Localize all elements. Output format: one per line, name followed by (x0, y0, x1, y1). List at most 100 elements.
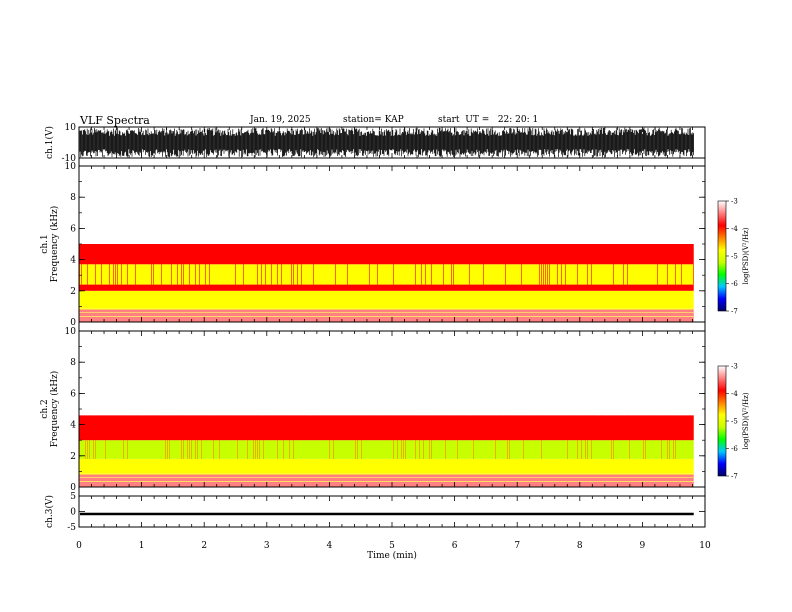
ch1-colorbar (717, 200, 727, 312)
spectrogram-streak (681, 264, 682, 285)
y-tick-label: 8 (70, 193, 76, 203)
y-tick-label: 4 (70, 256, 76, 266)
y-tick-label: 2 (70, 287, 76, 297)
y-tick-label: 10 (65, 162, 77, 172)
spectrogram-streak (473, 440, 474, 459)
colorbar-tick-label: -6 (731, 445, 738, 453)
spectrogram-streak (135, 264, 136, 285)
spectrogram-streak (415, 264, 416, 285)
spectrogram-streak (393, 264, 394, 285)
spectrogram-streak (369, 264, 370, 285)
spectrogram-streak (263, 440, 264, 459)
spectrogram-streak (151, 264, 152, 285)
spectrogram-streak (153, 264, 154, 285)
ch1-waveform-trace (79, 127, 694, 158)
spectrogram-streak (567, 440, 568, 459)
spectrogram-streak (81, 264, 82, 285)
spectrogram-streak (661, 440, 662, 459)
spectrogram-streak (271, 264, 272, 285)
spectrogram-streak (419, 440, 420, 459)
spectrogram-streak (675, 440, 676, 459)
spectrogram-streak (235, 264, 236, 285)
spectrogram-streak (247, 440, 248, 459)
spectrogram-streak (93, 440, 94, 459)
y-tick-label: -10 (62, 154, 77, 164)
spectrogram-streak (289, 440, 290, 459)
spectrogram-streak (669, 440, 670, 459)
spectrogram-streak (181, 440, 182, 459)
spectrogram-streak (191, 440, 192, 459)
colorbar-tick-label: -3 (731, 363, 738, 371)
spectrogram-streak (425, 264, 426, 285)
spectrogram-streak (105, 440, 106, 459)
spectrogram-band (79, 458, 694, 475)
x-tick-label: 5 (389, 541, 395, 551)
chart-title: VLF Spectra (80, 114, 150, 127)
spectrogram-streak (277, 440, 278, 459)
spectrogram-streak (199, 264, 200, 285)
spectrogram-streak (291, 264, 292, 285)
spectrogram-band (79, 284, 694, 291)
spectrogram-streak (187, 440, 188, 459)
spectrogram-streak (361, 440, 362, 459)
spectrogram-streak (237, 440, 238, 459)
ch2-spectrogram-image (79, 331, 705, 487)
spectrogram-streak (205, 264, 206, 285)
spectrogram-streak (587, 264, 588, 285)
spectrogram-speckle (79, 331, 694, 409)
spectrogram-streak (183, 440, 184, 459)
spectrogram-streak (101, 264, 102, 285)
colorbar-tick-label: -6 (731, 280, 738, 288)
x-axis-label: Time (min) (367, 550, 417, 561)
spectrogram-streak (195, 264, 196, 285)
spectrogram-streak (127, 440, 128, 459)
spectrogram-streak (675, 264, 676, 285)
y-axis-label: ch.1(V) (44, 126, 55, 159)
y-tick-label: 8 (70, 358, 76, 368)
colorbar-label: log(PSD)(V²/Hz) (742, 392, 750, 449)
colorbar-tick-label: -7 (731, 308, 738, 316)
y-tick-label: 10 (65, 123, 77, 133)
spectrogram-streak (423, 440, 424, 459)
spectrogram-streak (469, 264, 470, 285)
spectrogram-band (79, 264, 694, 285)
spectrogram-streak (581, 440, 582, 459)
spectrogram-streak (451, 264, 452, 285)
spectrogram-streak (167, 440, 168, 459)
spectrogram-streak (313, 264, 314, 285)
spectrogram-streak (87, 264, 88, 285)
spectrogram-band (79, 440, 694, 459)
spectrogram-streak (431, 264, 432, 285)
spectrogram-streak (541, 440, 542, 459)
spectrogram-streak (195, 440, 196, 459)
spectrogram-streak (397, 440, 398, 459)
spectrogram-streak (219, 440, 220, 459)
spectrogram-streak (457, 440, 458, 459)
spectrogram-streak (611, 440, 612, 459)
spectrogram-streak (197, 440, 198, 459)
spectrogram-streak (123, 440, 124, 459)
y-axis-label: Frequency (kHz) (49, 371, 60, 448)
spectrogram-streak (565, 264, 566, 285)
spectrogram-streak (265, 264, 266, 285)
y-tick-label: 10 (65, 327, 77, 337)
spectrogram-streak (587, 440, 588, 459)
x-tick-label: 8 (577, 541, 583, 551)
spectrogram-streak (257, 440, 258, 459)
spectrogram-streak (629, 440, 630, 459)
y-axis-label: ch.2 (40, 399, 50, 418)
spectrogram-streak (377, 264, 378, 285)
spectrogram-speckle (79, 166, 694, 244)
spectrogram-streak (521, 264, 522, 285)
x-tick-label: 7 (514, 541, 520, 551)
spectrogram-streak (117, 264, 118, 285)
y-tick-label: 6 (70, 224, 76, 234)
spectrogram-streak (577, 264, 578, 285)
colorbar-tick-label: -5 (731, 253, 738, 261)
spectrogram-streak (109, 264, 110, 285)
spectrogram-streak (523, 440, 524, 459)
ch1-spectrogram-image (79, 166, 705, 322)
colorbar-tick-label: -4 (731, 225, 738, 233)
spectrogram-streak (495, 440, 496, 459)
spectrogram-streak (189, 264, 190, 285)
